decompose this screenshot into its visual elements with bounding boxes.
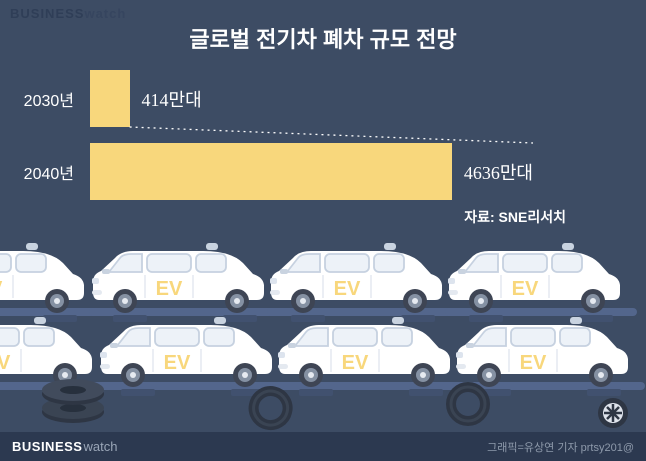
footer-bar: BUSINESSwatch 그래픽=유상연 기자 prtsy201@ [0, 432, 646, 461]
chart-title: 글로벌 전기차 폐차 규모 전망 [189, 27, 457, 52]
footer-brand-bold: BUSINESS [12, 438, 83, 454]
footer-logo: BUSINESSwatch [12, 438, 117, 456]
brand-light: watch [84, 6, 127, 21]
source-label: 자료: SNE리서치 [464, 209, 566, 225]
ev-car-icon [271, 312, 471, 402]
tire-icon [446, 382, 490, 431]
category-label-2040: 2040년 [23, 165, 74, 183]
value-label-2040: 4636만대 [463, 162, 533, 183]
category-label-2030: 2030년 [23, 92, 74, 110]
brand-bold: BUSINESS [10, 6, 85, 21]
bar-chart: 2030년 414만대 2040년 4636만대 [24, 70, 533, 216]
bar-2040 [90, 143, 452, 200]
alloy-wheel-icon [596, 396, 630, 435]
credit-label: 그래픽=유상연 기자 prtsy201@ [487, 441, 634, 454]
value-label-2030: 414만대 [141, 89, 202, 110]
bar-2030 [90, 70, 130, 127]
footer-brand-light: watch [83, 438, 118, 454]
brand-watermark: BUSINESSwatch [10, 6, 126, 21]
tire-stack-icon [36, 374, 110, 431]
bar-row-2040: 2040년 4636만대 [24, 143, 533, 200]
bar-row-2030: 2030년 414만대 [24, 70, 533, 127]
tire-icon [243, 381, 298, 439]
